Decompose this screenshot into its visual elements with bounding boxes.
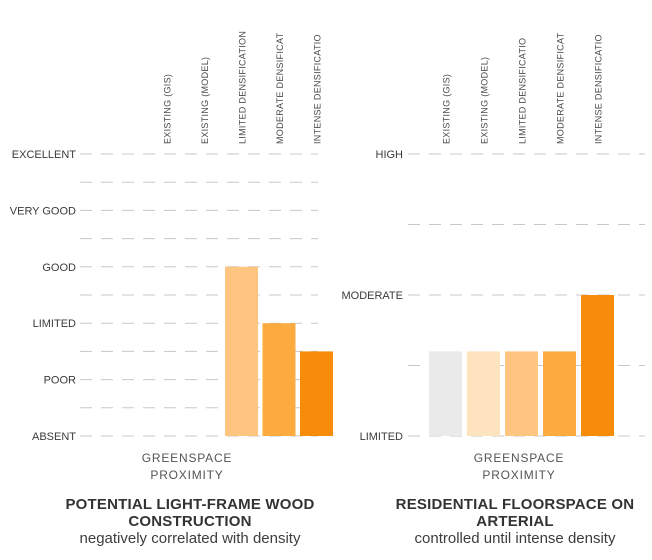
chart-2-ytick-label: MODERATE bbox=[341, 290, 403, 302]
chart-1-ytick-label: VERY GOOD bbox=[10, 205, 76, 217]
chart-1-category-label: EXISTING (GIS) bbox=[163, 74, 173, 144]
chart-2-title: RESIDENTIAL FLOORSPACE ON ARTERIAL bbox=[395, 496, 635, 530]
chart-1-category-label: LIMITED DENSIFICATION bbox=[238, 31, 248, 144]
chart-1-subtitle: negatively correlated with density bbox=[79, 530, 301, 547]
chart-1-ytick-label: GOOD bbox=[42, 262, 76, 274]
chart-1-xlabel-line-2: PROXIMITY bbox=[150, 468, 223, 482]
chart-2-ytick-label: LIMITED bbox=[360, 431, 403, 443]
chart-2-caption: RESIDENTIAL FLOORSPACE ON ARTERIAL contr… bbox=[372, 496, 652, 548]
chart-1-ytick-label: LIMITED bbox=[33, 318, 76, 330]
chart-1-ytick-label: POOR bbox=[44, 375, 76, 387]
chart-1-category-label: INTENSE DENSIFICATIO bbox=[313, 34, 323, 144]
chart-2-category-label: LIMITED DENSIFICATIO bbox=[518, 38, 528, 144]
chart-1-bar-3 bbox=[225, 266, 258, 436]
chart-2-ytick-label: HIGH bbox=[376, 149, 404, 161]
chart-1-xlabel-line-1: GREENSPACE bbox=[142, 451, 232, 465]
chart-1-title: POTENTIAL LIGHT-FRAME WOOD CONSTRUCTION bbox=[65, 496, 315, 530]
chart-2-bar-5 bbox=[581, 295, 614, 436]
chart-2-category-label: MODERATE DENSIFICAT bbox=[556, 32, 566, 144]
chart-2-bar-4 bbox=[543, 351, 576, 436]
chart-2-category-label: INTENSE DENSIFICATIO bbox=[594, 34, 604, 144]
chart-2-bar-2 bbox=[467, 351, 500, 436]
chart-2-xlabel-line-2: PROXIMITY bbox=[482, 468, 555, 482]
chart-1-bar-4 bbox=[262, 323, 296, 436]
chart-2-category-label: EXISTING (MODEL) bbox=[480, 57, 490, 144]
chart-1-caption: POTENTIAL LIGHT-FRAME WOOD CONSTRUCTION … bbox=[40, 496, 340, 548]
chart-1-category-label: MODERATE DENSIFICAT bbox=[275, 32, 285, 144]
chart-2-xlabel-line-1: GREENSPACE bbox=[474, 451, 564, 465]
chart-1-ytick-label: EXCELLENT bbox=[12, 149, 76, 161]
chart-2-bar-1 bbox=[429, 351, 462, 436]
chart-2-category-label: EXISTING (GIS) bbox=[442, 74, 452, 144]
chart-1-bar-5 bbox=[300, 351, 333, 436]
chart-1-ytick-label: ABSENT bbox=[32, 431, 76, 443]
chart-1-category-label: EXISTING (MODEL) bbox=[200, 57, 210, 144]
chart-2-subtitle: controlled until intense density bbox=[414, 530, 616, 547]
chart-2-bar-3 bbox=[505, 351, 538, 436]
